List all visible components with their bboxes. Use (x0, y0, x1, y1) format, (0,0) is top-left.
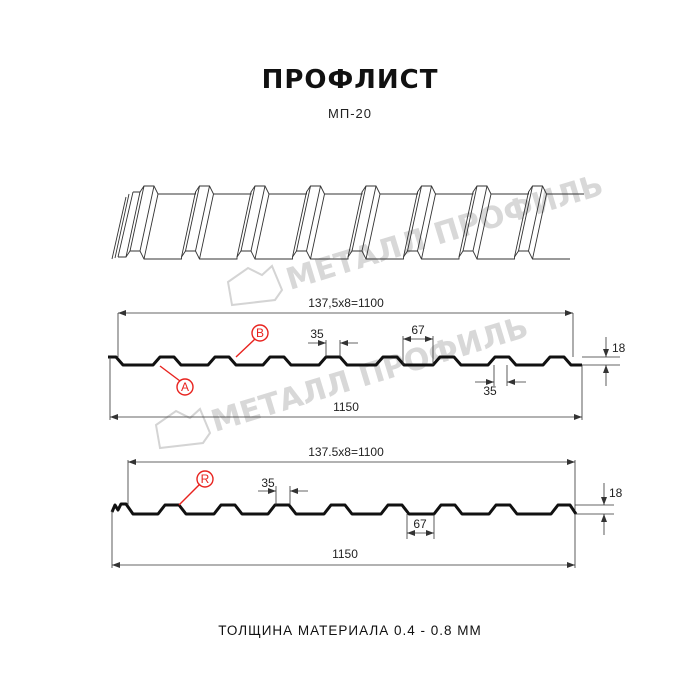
bottom-crest-dimension: 35 (483, 384, 497, 398)
trough-dimension: 67 (411, 323, 425, 337)
profile-2-section (110, 502, 578, 516)
watermark-logo-icon (154, 407, 212, 450)
watermark-text: МЕТАЛЛ ПРОФИЛЬ (282, 168, 607, 298)
watermark-1: МЕТАЛЛ ПРОФИЛЬ (226, 168, 607, 307)
page-subtitle: МП-20 (328, 106, 372, 121)
crest-width-dimension: 35 (261, 476, 275, 490)
profile-2: 137.5x8=1100 1150 35 67 18 R (110, 445, 623, 568)
watermark-logo-icon (226, 264, 284, 307)
material-thickness-note: ТОЛЩИНА МАТЕРИАЛА 0.4 - 0.8 ММ (218, 623, 482, 638)
marker-r: R (201, 472, 210, 486)
marker-a: A (181, 380, 189, 394)
width-dimension: 1150 (332, 547, 358, 561)
profile-1: 137,5x8=1100 1150 35 67 35 18 A B (108, 296, 626, 420)
pitch-dimension: 137,5x8=1100 (308, 296, 384, 310)
height-dimension: 18 (612, 341, 626, 355)
crest-width-dimension: 35 (310, 327, 324, 341)
watermark-2: МЕТАЛЛ ПРОФИЛЬ (154, 310, 532, 450)
marker-b-circle (251, 324, 269, 342)
marker-a-circle (176, 378, 194, 396)
corrugated-sheet-3d-view (111, 185, 584, 260)
width-dimension: 1150 (333, 400, 359, 414)
profile-1-section (108, 355, 582, 367)
marker-r-circle (196, 470, 214, 488)
trough-dimension: 67 (413, 517, 427, 531)
height-dimension: 18 (609, 486, 623, 500)
pitch-dimension: 137.5x8=1100 (308, 445, 384, 459)
marker-b: B (256, 326, 264, 340)
page-title: ПРОФЛИСТ (262, 65, 439, 95)
